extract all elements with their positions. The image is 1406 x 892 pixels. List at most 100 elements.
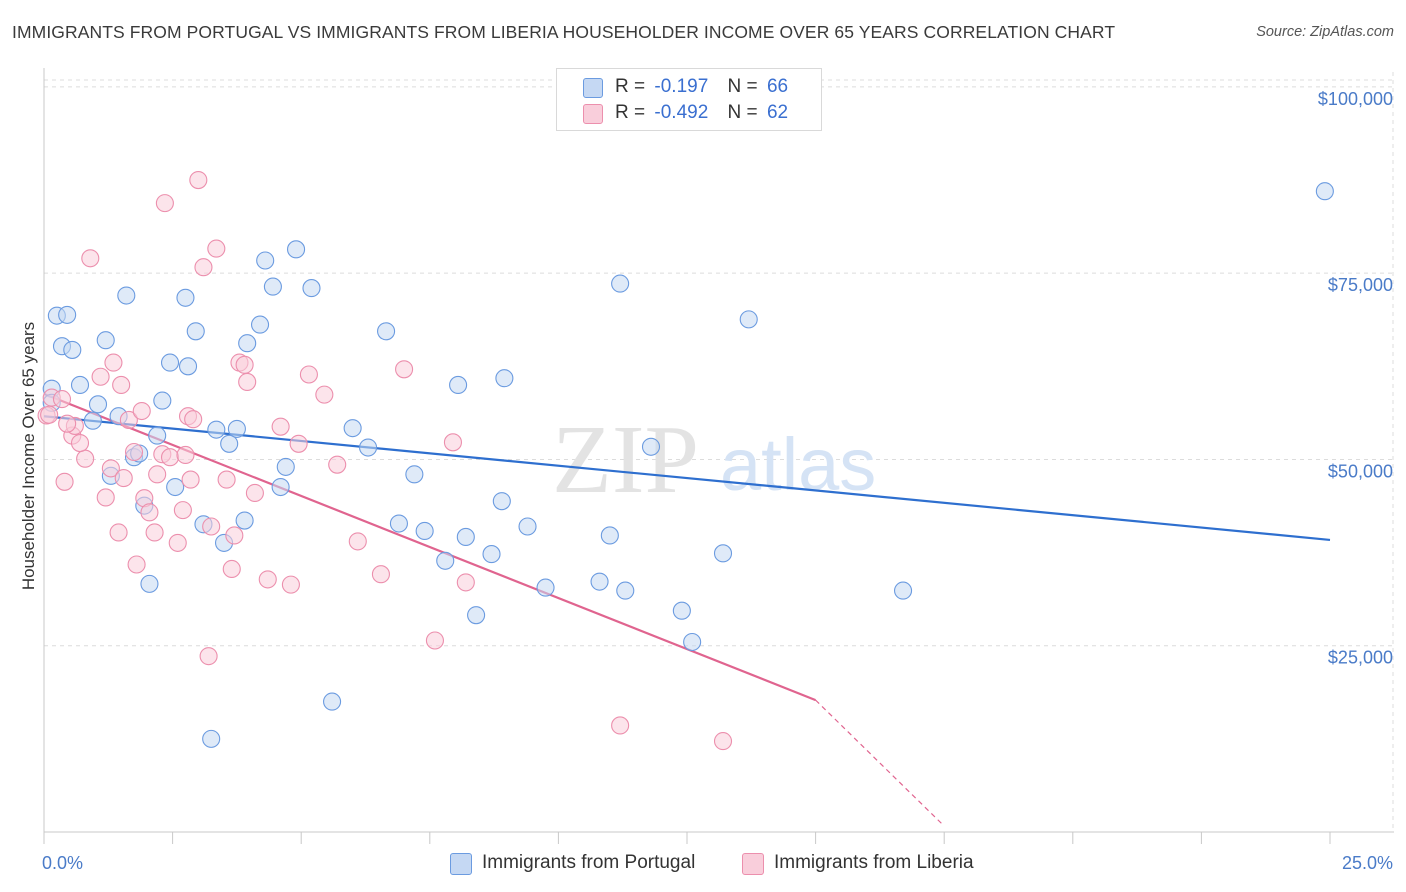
point-liberia [289,434,308,453]
point-liberia [328,455,347,474]
chart-title: IMMIGRANTS FROM PORTUGAL VS IMMIGRANTS F… [12,22,1116,42]
point-liberia [222,559,241,579]
point-portugal [70,375,90,394]
point-liberia [189,170,208,190]
point-portugal [160,353,180,372]
point-portugal [449,375,468,394]
legend-n-label: N = [727,102,758,123]
legend-r-value-liberia: -0.492 [654,102,709,123]
point-portugal [590,572,609,591]
y-tick-label: $100,000 [1318,89,1393,109]
point-liberia [104,353,123,372]
point-liberia [271,417,290,436]
point-liberia [114,469,133,488]
point-liberia [112,375,131,394]
legend-n-label: N = [727,76,758,97]
trendline-liberia-extension [815,699,945,827]
point-portugal [148,426,167,445]
point-liberia [168,533,187,552]
point-liberia [109,523,128,542]
point-liberia [611,716,630,735]
x-tick-label-min: 0.0% [42,853,83,873]
point-liberia [456,573,475,592]
point-portugal [518,517,537,536]
point-portugal [713,544,733,563]
point-liberia [202,517,221,536]
legend-r-value-portugal: -0.197 [654,76,709,97]
point-portugal [893,581,913,600]
point-liberia [145,523,164,542]
watermark-zip: ZIP [552,406,699,514]
point-liberia [217,470,236,489]
point-portugal [88,395,108,414]
legend-box: R = -0.197 N = 66 R = -0.492 N = 62 [556,68,822,131]
point-liberia [713,732,733,751]
point-liberia [258,570,277,589]
point-liberia [207,239,226,258]
point-liberia [425,631,444,650]
point-liberia [235,355,254,374]
point-liberia [176,445,195,465]
source-label: Source: ZipAtlas.com [1256,24,1394,40]
point-portugal [616,581,635,600]
point-portugal [276,457,295,476]
point-portugal [405,465,424,484]
point-liberia [155,194,174,213]
point-liberia [52,390,72,409]
point-portugal [58,305,77,324]
legend-r-label: R = [615,102,646,123]
point-liberia [127,555,146,574]
point-liberia [443,433,462,452]
point-portugal [117,286,136,305]
point-liberia [70,434,90,453]
point-portugal [359,438,378,457]
point-portugal [415,521,434,541]
point-portugal [176,288,195,307]
point-liberia [395,360,414,379]
bottom-legend-label-liberia: Immigrants from Liberia [774,852,974,873]
point-portugal [343,419,362,438]
point-portugal [83,411,102,430]
legend-r-label: R = [615,76,646,97]
point-liberia [140,503,159,522]
point-portugal [495,369,514,388]
point-portugal [436,551,455,570]
point-portugal [467,606,486,625]
point-liberia [58,414,77,433]
point-portugal [263,277,282,296]
point-portugal [220,434,239,453]
point-liberia [371,565,390,584]
legend-n-value-liberia: 62 [766,102,789,123]
point-portugal [63,340,82,359]
point-liberia [148,465,167,484]
point-liberia [299,365,318,384]
point-portugal [456,527,475,546]
point-liberia [173,501,192,520]
point-liberia [348,532,367,551]
point-portugal [739,310,758,329]
point-liberia [245,483,264,503]
point-liberia [119,410,138,430]
trendline-portugal [43,415,1331,542]
point-portugal [202,729,221,748]
watermark-atlas: atlas [720,423,876,506]
point-portugal [683,632,702,652]
point-portugal [186,322,205,341]
point-portugal [256,251,275,270]
point-portugal [611,274,630,293]
point-portugal [672,601,691,620]
x-tick-label-max: 25.0% [1342,853,1393,873]
point-portugal [302,279,321,298]
point-portugal [140,574,159,593]
point-portugal [641,437,661,456]
point-portugal [536,578,555,597]
bottom-legend-swatch-portugal [450,853,472,875]
point-portugal [482,545,501,564]
point-liberia [194,258,213,277]
point-portugal [153,391,172,410]
y-tick-label: $75,000 [1328,275,1393,295]
point-liberia [101,459,120,478]
point-portugal [207,420,226,439]
point-liberia [238,372,257,392]
point-portugal [235,511,254,530]
